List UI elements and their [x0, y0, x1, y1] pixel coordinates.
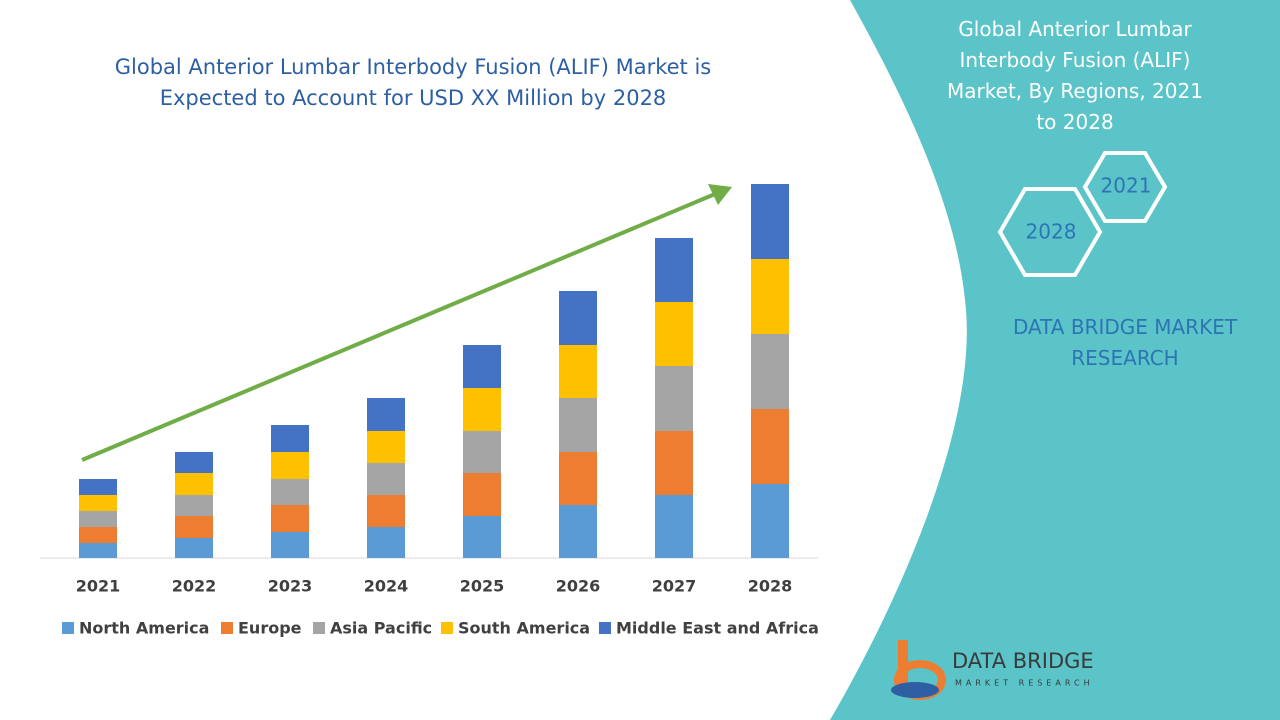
bar-segment — [751, 334, 789, 409]
legend-swatch — [221, 622, 233, 634]
bar-segment — [751, 484, 789, 558]
bar-segment — [559, 452, 597, 505]
brand: DATA BRIDGE MARKET RESEARCH — [1012, 315, 1238, 370]
bar-segment — [463, 473, 501, 516]
logo-tagline: MARKET RESEARCH — [955, 679, 1094, 688]
bar-segment — [655, 238, 693, 302]
bar-segment — [751, 259, 789, 334]
x-tick-label: 2024 — [364, 577, 409, 596]
hexagon-label: 2028 — [1026, 220, 1077, 244]
trend-arrow — [81, 192, 716, 462]
bar-segment — [175, 495, 213, 516]
legend-swatch — [313, 622, 325, 634]
bar-segment — [367, 495, 405, 527]
bar-segment — [79, 527, 117, 543]
x-tick-label: 2027 — [652, 577, 697, 596]
bar-segment — [271, 479, 309, 505]
x-tick-label: 2025 — [460, 577, 505, 596]
bar-segment — [559, 398, 597, 452]
x-tick-label: 2021 — [76, 577, 121, 596]
bar-segment — [655, 495, 693, 558]
bar-segment — [271, 425, 309, 452]
bar-segment — [367, 398, 405, 431]
hexagon-label: 2021 — [1101, 174, 1152, 198]
legend-swatch — [62, 622, 74, 634]
logo-name: DATA BRIDGE — [952, 649, 1094, 673]
bar-segment — [271, 505, 309, 532]
x-tick-label: 2026 — [556, 577, 601, 596]
bar-segment — [655, 366, 693, 431]
bar-segment — [175, 473, 213, 495]
bar-segment — [559, 505, 597, 558]
plot: 2021 2022 2023 2024 2025 2026 2027 2028 North Am… — [62, 184, 819, 638]
bar-segment — [271, 452, 309, 479]
bar-segment — [655, 302, 693, 366]
side-title: Global Anterior Lumbar Interbody Fusion … — [947, 17, 1203, 134]
legend-label: South America — [458, 619, 590, 638]
x-tick-label: 2023 — [268, 577, 313, 596]
trend-arrowhead — [708, 184, 732, 205]
bar-segment — [367, 463, 405, 495]
bar-segment — [559, 291, 597, 345]
bar-segment — [79, 479, 117, 495]
bar-segment — [271, 532, 309, 558]
legend-label: Asia Pacific — [330, 619, 432, 638]
bar-segment — [79, 511, 117, 527]
legend-label: Europe — [238, 619, 302, 638]
x-tick-label: 2028 — [748, 577, 793, 596]
bar-segment — [463, 388, 501, 431]
side-panel — [830, 0, 1280, 720]
bar-segment — [79, 543, 117, 558]
hexagon — [1082, 151, 1168, 223]
bar-segment — [463, 516, 501, 558]
bar-segment — [463, 345, 501, 388]
bar-segment — [367, 527, 405, 558]
bar-segment — [79, 495, 117, 511]
bar-segment — [559, 345, 597, 398]
bar-segment — [175, 452, 213, 473]
bar-segment — [175, 516, 213, 538]
x-tick-label: 2022 — [172, 577, 217, 596]
hexagon — [997, 187, 1103, 277]
bar-segment — [463, 431, 501, 473]
bar-segment — [175, 538, 213, 558]
bar-segment — [655, 431, 693, 495]
legend-swatch — [599, 622, 611, 634]
legend-label: Middle East and Africa — [616, 619, 819, 638]
bar-segment — [751, 409, 789, 484]
legend-label: North America — [79, 619, 209, 638]
bar-segment — [367, 431, 405, 463]
chart-title: Global Anterior Lumbar Interbody Fusion … — [114, 55, 712, 110]
bar-segment — [751, 184, 789, 259]
legend-swatch — [441, 622, 453, 634]
logo-icon — [891, 640, 946, 700]
